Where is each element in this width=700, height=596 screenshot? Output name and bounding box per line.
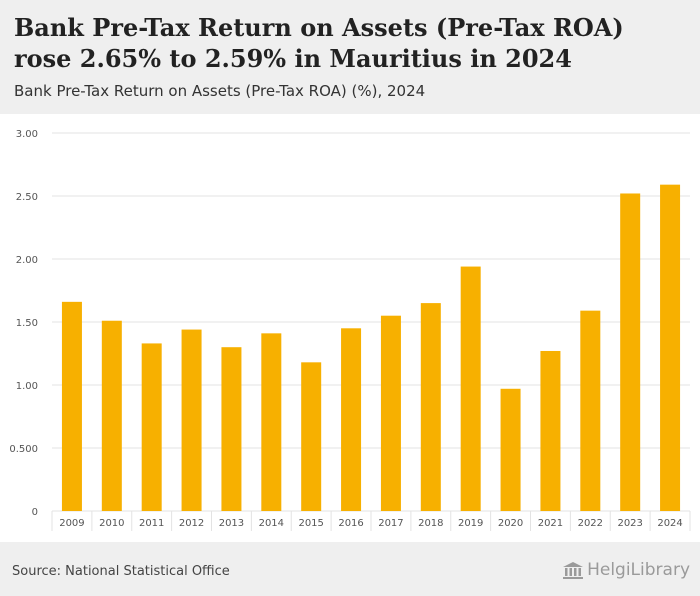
x-tick-label: 2017 bbox=[378, 518, 403, 529]
x-tick-label: 2012 bbox=[179, 518, 204, 529]
y-tick-label: 0.500 bbox=[9, 444, 38, 455]
bar-2011[interactable] bbox=[141, 343, 162, 511]
x-tick-label: 2020 bbox=[498, 518, 523, 529]
bar-2014[interactable] bbox=[261, 333, 282, 511]
y-tick-label: 1.50 bbox=[16, 318, 38, 329]
bar-2022[interactable] bbox=[580, 310, 601, 511]
chart-subtitle: Bank Pre-Tax Return on Assets (Pre-Tax R… bbox=[14, 82, 426, 100]
chart-area: 0 0.500 1.00 1.50 2.00 2.50 3.00 2009 2010 2011 20… bbox=[0, 114, 700, 542]
bar-2018[interactable] bbox=[420, 303, 441, 511]
source-note: Source: National Statistical Office bbox=[12, 564, 230, 579]
bar-2013[interactable] bbox=[221, 347, 242, 511]
bar-2023[interactable] bbox=[620, 193, 641, 511]
x-tick-label: 2021 bbox=[538, 518, 563, 529]
bar-2020[interactable] bbox=[500, 388, 521, 511]
y-tick-label: 2.00 bbox=[16, 255, 38, 266]
bar-2015[interactable] bbox=[301, 362, 322, 511]
bar-2021[interactable] bbox=[540, 350, 561, 511]
x-tick-label: 2015 bbox=[298, 518, 323, 529]
logo-text: HelgiLibrary bbox=[587, 560, 690, 580]
y-tick-label: 1.00 bbox=[16, 381, 38, 392]
bar-2010[interactable] bbox=[101, 320, 122, 511]
x-tick-label: 2024 bbox=[657, 518, 682, 529]
bar-2019[interactable] bbox=[460, 266, 481, 511]
x-tick-label: 2023 bbox=[617, 518, 642, 529]
x-tick-label: 2014 bbox=[259, 518, 284, 529]
bar-2017[interactable] bbox=[380, 315, 401, 511]
x-tick-label: 2019 bbox=[458, 518, 483, 529]
bar-2024[interactable] bbox=[660, 184, 681, 511]
x-tick-label: 2010 bbox=[99, 518, 124, 529]
x-tick-label: 2009 bbox=[59, 518, 84, 529]
x-tick-label: 2011 bbox=[139, 518, 164, 529]
y-tick-label: 0 bbox=[32, 507, 38, 518]
x-tick-label: 2016 bbox=[338, 518, 363, 529]
x-tick-label: 2013 bbox=[219, 518, 244, 529]
bar-chart: 0 0.500 1.00 1.50 2.00 2.50 3.00 2009 2010 2011 20… bbox=[9, 129, 691, 531]
y-tick-label: 2.50 bbox=[16, 192, 38, 203]
helgilibrary-logo: HelgiLibrary bbox=[562, 560, 690, 580]
x-tick-label: 2022 bbox=[578, 518, 603, 529]
y-tick-label: 3.00 bbox=[16, 129, 38, 140]
bar-2009[interactable] bbox=[61, 301, 82, 511]
bar-2016[interactable] bbox=[341, 328, 362, 511]
bar-2012[interactable] bbox=[181, 329, 202, 511]
chart-title: Bank Pre-Tax Return on Assets (Pre-Tax R… bbox=[14, 13, 624, 73]
library-building-icon bbox=[563, 562, 584, 579]
x-tick-label: 2018 bbox=[418, 518, 443, 529]
